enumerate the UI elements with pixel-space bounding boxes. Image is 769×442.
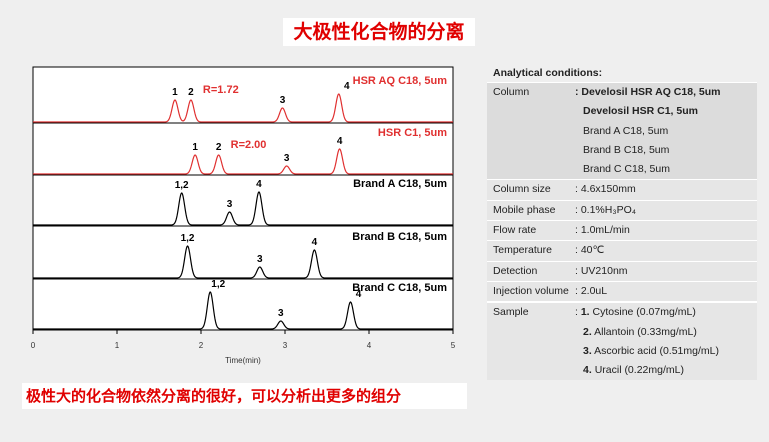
- column-row: Brand B C18, 5um: [487, 141, 757, 160]
- peak-label: 3: [227, 199, 233, 210]
- x-tick-label: 2: [199, 341, 204, 350]
- sample-number: 1.: [580, 306, 590, 319]
- condition-value: : 40℃: [575, 244, 605, 257]
- condition-label: Column: [493, 86, 530, 98]
- column-section: Column : Develosil HSR AQ C18, 5um Develos…: [487, 82, 757, 180]
- series-label: Brand A C18, 5um: [353, 178, 447, 190]
- analytical-conditions: Analytical conditions: Column : Develosil…: [487, 64, 757, 381]
- condition-label: [487, 323, 575, 342]
- condition-value: : 4.6x150mm: [575, 183, 636, 196]
- condition-label: Detection: [493, 264, 538, 277]
- conditions-rows: Column size : 4.6x150mm Mobile phase : 0.1%…: [487, 179, 757, 303]
- sample-row: 4. Uracil (0.22mg/mL): [487, 361, 757, 380]
- peak-label: 1,2: [181, 233, 195, 244]
- condition-label: [487, 122, 575, 141]
- condition-value: Develosil HSR C1, 5um: [583, 105, 698, 118]
- plot-area: [32, 66, 454, 331]
- condition-label: [487, 102, 575, 121]
- peak-label: 1,2: [211, 279, 225, 290]
- x-tick-label: 5: [451, 341, 456, 350]
- condition-value: : Develosil HSR AQ C18, 5um: [575, 86, 721, 98]
- column-row: Brand C C18, 5um: [487, 160, 757, 179]
- sample-section: Sample : 1. Cytosine (0.07mg/mL) 2. Allant…: [487, 302, 757, 381]
- resolution-annotation: R=2.00: [231, 139, 267, 151]
- x-tick-label: 4: [367, 341, 372, 350]
- resolution-annotation: R=1.72: [203, 84, 239, 96]
- series-trace: [33, 291, 453, 330]
- series-trace: [33, 148, 453, 175]
- condition-label: Sample: [493, 306, 529, 319]
- condition-row: Injection volume : 2.0uL: [487, 282, 757, 303]
- peak-label: 1: [172, 87, 178, 98]
- condition-label: Mobile phase: [493, 203, 556, 216]
- peak-label: 4: [256, 179, 262, 190]
- sample-number: 2.: [583, 325, 592, 338]
- condition-label: [487, 141, 575, 160]
- x-tick-label: 3: [283, 341, 288, 350]
- peak-label: 4: [312, 237, 318, 248]
- condition-label: [487, 361, 575, 380]
- condition-value: : 1. Cytosine (0.07mg/mL): [575, 306, 696, 319]
- condition-value: Brand C C18, 5um: [583, 163, 670, 176]
- column-row: Brand A C18, 5um: [487, 122, 757, 141]
- peak-label: 3: [278, 308, 284, 319]
- peak-label: 3: [257, 254, 263, 265]
- peak-label: 1: [192, 142, 198, 153]
- condition-value: Brand B C18, 5um: [583, 143, 670, 156]
- x-tick-label: 0: [31, 341, 36, 350]
- x-axis-label: Time(min): [225, 356, 261, 365]
- condition-row: Mobile phase : 0.1%H₃PO₄: [487, 201, 757, 222]
- series-label: Brand C C18, 5um: [352, 282, 447, 294]
- peak-label: 1,2: [175, 180, 189, 191]
- series-label: Brand B C18, 5um: [352, 231, 447, 243]
- page-title: 大极性化合物的分离: [283, 18, 475, 46]
- condition-label: [487, 160, 575, 179]
- condition-row: Temperature : 40℃: [487, 241, 757, 262]
- condition-label: Flow rate: [493, 224, 537, 237]
- condition-value: 3. Ascorbic acid (0.51mg/mL): [575, 342, 719, 361]
- condition-label: Injection volume: [493, 284, 569, 297]
- peak-label: 2: [188, 87, 194, 98]
- condition-row: Column size : 4.6x150mm: [487, 180, 757, 201]
- sample-row: 3. Ascorbic acid (0.51mg/mL): [487, 342, 757, 361]
- condition-row: Detection : UV210nm: [487, 262, 757, 282]
- x-tick-label: 1: [115, 341, 120, 350]
- sample-name: Ascorbic acid (0.51mg/mL): [594, 344, 719, 357]
- column-row: Develosil HSR C1, 5um: [487, 102, 757, 121]
- condition-value: Brand A C18, 5um: [583, 124, 669, 137]
- series-trace: [33, 93, 453, 123]
- series-trace: [33, 245, 453, 279]
- sample-name: Cytosine (0.07mg/mL): [592, 306, 696, 319]
- peak-label: 3: [284, 153, 290, 164]
- peak-label: 4: [344, 81, 350, 92]
- peak-label: 4: [356, 289, 362, 300]
- condition-value: : 1.0mL/min: [575, 224, 630, 237]
- sample-row: 2. Allantoin (0.33mg/mL): [487, 323, 757, 342]
- condition-row: Flow rate : 1.0mL/min: [487, 221, 757, 242]
- series-label: HSR AQ C18, 5um: [353, 75, 448, 87]
- sample-number: 4.: [583, 364, 592, 377]
- condition-value: : 0.1%H₃PO₄: [575, 203, 637, 216]
- sample-number: 3.: [583, 344, 592, 357]
- footer-caption: 极性大的化合物依然分离的很好，可以分析出更多的组分: [22, 383, 467, 409]
- condition-label: [487, 342, 575, 361]
- peak-label: 2: [216, 142, 222, 153]
- series-label: HSR C1, 5um: [378, 127, 447, 139]
- peak-label: 4: [337, 136, 343, 147]
- condition-label: Temperature: [493, 244, 552, 257]
- condition-value: 2. Allantoin (0.33mg/mL): [575, 323, 697, 342]
- sample-name: Uracil (0.22mg/mL): [594, 364, 684, 377]
- sample-name: Allantoin (0.33mg/mL): [594, 325, 697, 338]
- conditions-heading: Analytical conditions:: [493, 67, 603, 79]
- peak-label: 3: [280, 95, 286, 106]
- series-trace: [33, 191, 453, 226]
- condition-value: : 2.0uL: [575, 284, 608, 297]
- condition-value: 4. Uracil (0.22mg/mL): [575, 361, 684, 380]
- sample-row: Sample : 1. Cytosine (0.07mg/mL): [487, 303, 757, 322]
- column-row: Column : Develosil HSR AQ C18, 5um: [487, 83, 757, 102]
- condition-label: Column size: [493, 183, 551, 196]
- condition-value: : UV210nm: [575, 264, 628, 277]
